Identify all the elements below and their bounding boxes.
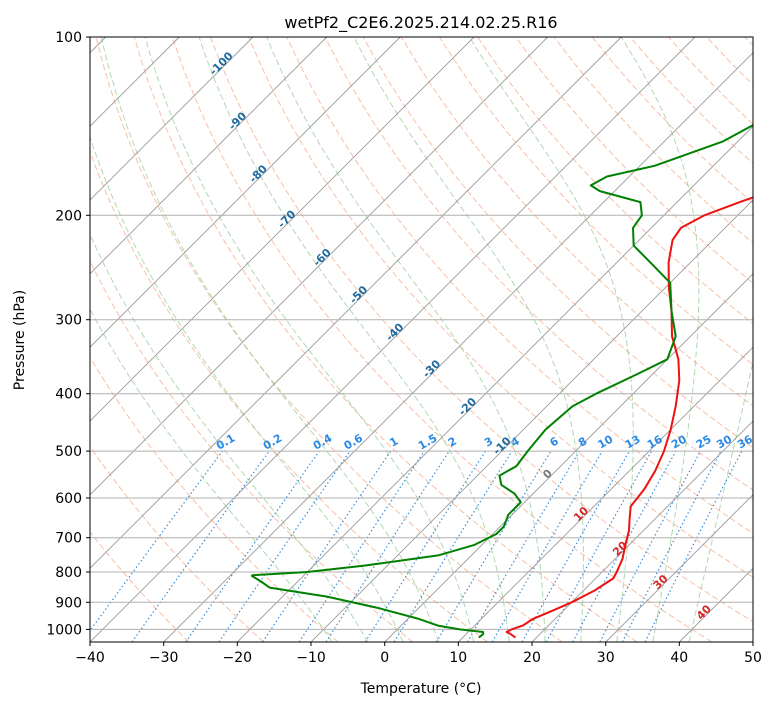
moist-adiabat-line: [198, 37, 510, 642]
dry-adiabat-line: [362, 37, 753, 449]
y-tick-label: 200: [55, 208, 82, 224]
y-axis-label: Pressure (hPa): [12, 290, 28, 390]
moist-adiabat-line: [353, 37, 584, 642]
x-axis-label: Temperature (°C): [360, 681, 482, 697]
dry-adiabat-line: [324, 37, 753, 491]
x-tick-label: −20: [223, 650, 253, 666]
dry-adiabat-line: [133, 37, 638, 642]
x-tick-label: 20: [523, 650, 541, 666]
x-tick-label: 10: [449, 650, 467, 666]
moist-adiabat-line: [688, 358, 753, 642]
isotherm-line: [90, 37, 549, 496]
isotherm-line: [236, 125, 753, 642]
x-tick-label: −40: [75, 650, 105, 666]
y-tick-label: 700: [55, 531, 82, 547]
mixing-ratio-line: [90, 450, 223, 632]
dry-adiabat-line: [171, 37, 712, 642]
moist-adiabat-line: [620, 37, 700, 642]
isotherm-line: [90, 37, 622, 569]
isotherm-line: [384, 273, 753, 642]
chart-title: wetPf2_C2E6.2025.214.02.25.R16: [284, 13, 557, 33]
mixing-ratio-line: [185, 450, 320, 642]
dry-adiabat-line: [90, 445, 264, 642]
isotherm-line: [90, 37, 328, 275]
y-axis-ticks: 100 200 300 400 500 600 700 800 900 1000: [46, 30, 90, 638]
mixing-ratio-line: [393, 450, 513, 642]
y-tick-label: 1000: [46, 622, 82, 638]
dry-adiabat-line: [286, 37, 753, 534]
mixing-ratio-line: [572, 450, 677, 642]
moist-adiabat-line: [266, 37, 546, 642]
x-tick-label: 30: [597, 650, 615, 666]
isotherm-line: [90, 37, 475, 422]
y-tick-label: 800: [55, 565, 82, 581]
isotherm-line: [310, 199, 753, 642]
x-tick-label: 0: [380, 650, 389, 666]
y-tick-label: 300: [55, 313, 82, 329]
moist-adiabat-line: [100, 37, 439, 642]
x-tick-label: 50: [744, 650, 762, 666]
background-lines: [90, 37, 753, 642]
x-tick-label: −30: [149, 650, 179, 666]
isotherm-line: [457, 346, 753, 642]
y-tick-label: 500: [55, 444, 82, 460]
sounding-series: [250, 123, 753, 639]
y-tick-label: 900: [55, 595, 82, 611]
isotherm-line: [90, 37, 254, 201]
dry-adiabat-line: [515, 37, 753, 284]
mixing-ratio-line: [131, 450, 270, 642]
mixing-ratio-line: [545, 450, 653, 642]
moist-adiabat-line: [144, 37, 475, 642]
x-axis-ticks: −40 −30 −20 −10 0 10 20 30 40 50: [75, 642, 762, 666]
mixing-ratio-line: [521, 450, 631, 642]
moist-adiabat-line: [90, 135, 404, 642]
dewpoint-profile-line: [250, 123, 753, 639]
y-tick-label: 100: [55, 30, 82, 46]
dry-adiabat-line: [90, 356, 339, 642]
isotherm-line: [531, 420, 753, 642]
dry-adiabat-line: [438, 37, 753, 366]
isotherms: [90, 37, 753, 642]
mixing-ratio-line: [218, 450, 351, 642]
temperature-profile-line: [505, 196, 753, 639]
dry-adiabat-line: [248, 37, 753, 578]
isotherm-line: [163, 52, 753, 642]
y-tick-label: 600: [55, 491, 82, 507]
mixing-ratio-line: [644, 450, 743, 642]
isotherm-line: [605, 494, 753, 642]
mixing-ratio-line: [262, 450, 392, 642]
isotherm-line: [90, 37, 696, 642]
y-tick-label: 400: [55, 387, 82, 403]
mixing-ratio-line: [298, 450, 425, 642]
x-tick-label: −10: [296, 650, 326, 666]
x-tick-label: 40: [670, 650, 688, 666]
isotherm-line: [90, 37, 401, 348]
plot-frame: [89, 36, 754, 643]
